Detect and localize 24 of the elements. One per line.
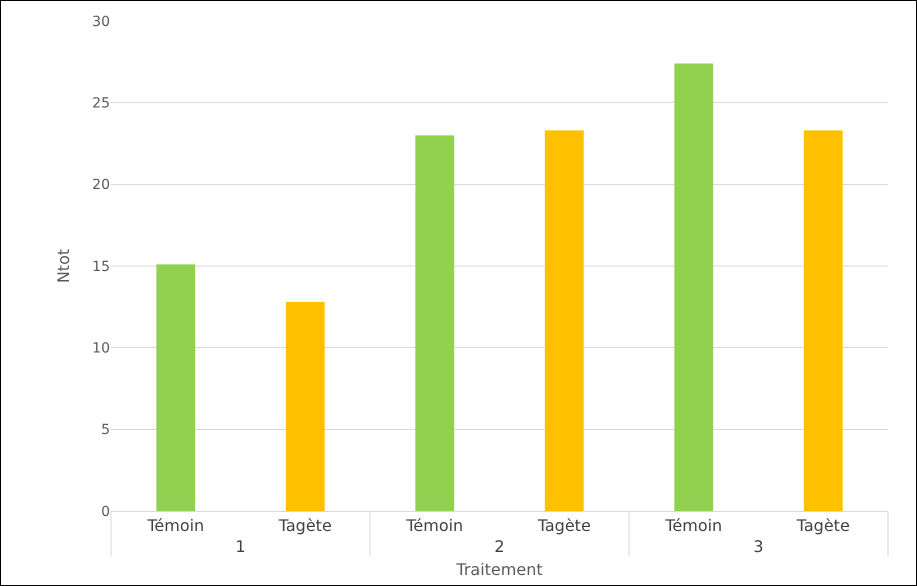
bar xyxy=(415,135,454,511)
bar xyxy=(544,130,584,511)
x-tick-label: Tagète xyxy=(536,516,591,536)
bar xyxy=(286,302,325,511)
text: 2 xyxy=(494,537,505,556)
y-tick-label: 20 xyxy=(92,177,110,194)
x-tick-label: Tagète xyxy=(796,516,850,536)
bar xyxy=(804,130,843,511)
x-tick-label: Témoin xyxy=(664,516,722,536)
y-tick-label: 15 xyxy=(92,258,110,275)
y-tick-label: 25 xyxy=(92,96,110,112)
x-tick-label: Témoin xyxy=(146,516,204,536)
y-tick-label: 10 xyxy=(92,340,110,357)
y-tick-label: 5 xyxy=(101,422,110,438)
bar xyxy=(674,63,714,511)
y-axis-title: Ntot xyxy=(54,248,74,284)
x-tick-label: Témoin xyxy=(405,516,464,536)
x-axis-title: Traitement xyxy=(455,560,543,579)
y-tick-label: 0 xyxy=(101,504,110,520)
bar xyxy=(156,264,196,511)
text: 3 xyxy=(753,537,764,556)
y-tick-label: 30 xyxy=(92,14,110,30)
text: 1 xyxy=(235,537,246,556)
x-tick-label: Tagète xyxy=(278,516,332,536)
